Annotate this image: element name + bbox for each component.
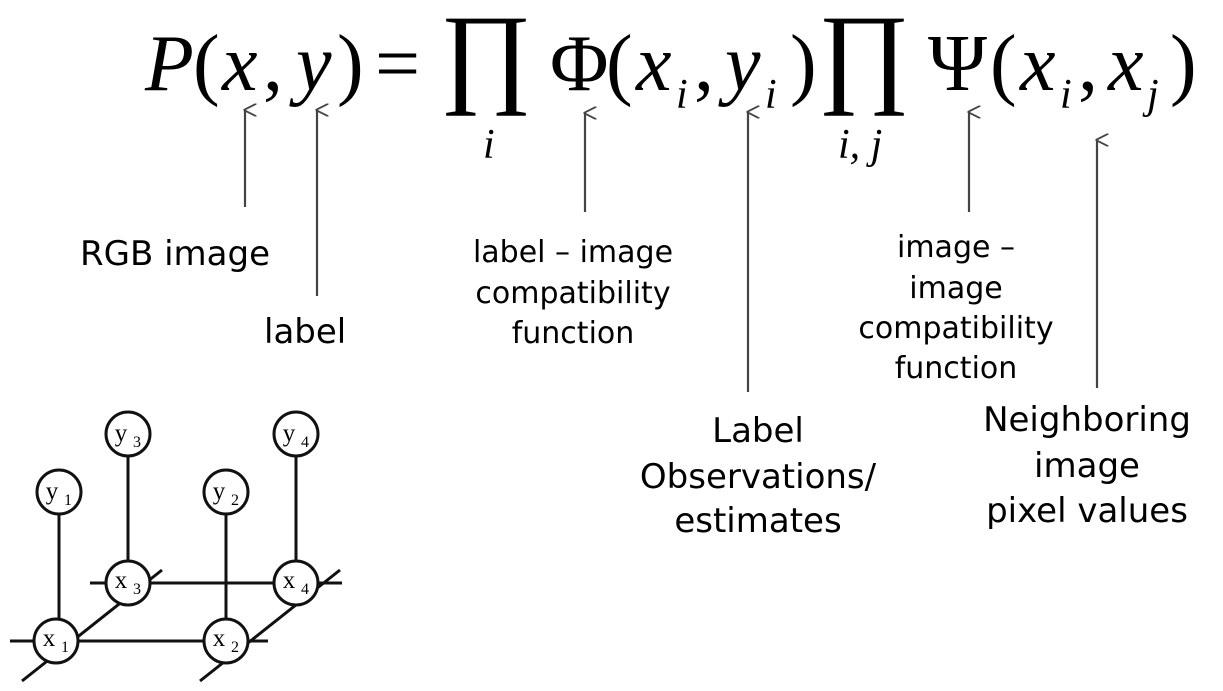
product-symbol-2: ∏ xyxy=(818,0,910,117)
annotation-line: image xyxy=(909,271,1002,306)
annotation-label-image-compat: label – image compatibility function xyxy=(473,235,673,351)
node-var: y xyxy=(46,478,59,505)
annotation-line: image – xyxy=(897,230,1015,265)
annotation-line: Label xyxy=(712,411,804,451)
equation: P ( x , y ) = ∏ i Φ ( x i , y i ) ∏ i, j… xyxy=(144,0,1197,168)
node-sub: 1 xyxy=(61,639,69,656)
graph-node-y2: y 2 xyxy=(202,468,250,516)
psi-arg-x2-sub: j xyxy=(1142,72,1159,118)
node-sub: 4 xyxy=(301,434,309,451)
annotation-line: Neighboring xyxy=(983,400,1191,440)
annotation-image-image-compat: image – image compatibility function xyxy=(858,230,1053,386)
annotation-line: label – image xyxy=(473,235,673,270)
psi-close-paren: ) xyxy=(1170,20,1197,108)
annotation-labels: RGB image label label – image compatibil… xyxy=(80,230,1191,541)
node-var: y xyxy=(283,420,296,447)
node-var: x xyxy=(43,625,56,652)
phi-open-paren: ( xyxy=(606,20,633,108)
annotation-line: image xyxy=(1034,446,1140,486)
node-sub: 4 xyxy=(301,581,309,598)
graph-node-y3: y 3 xyxy=(104,410,152,458)
annotation-line: compatibility xyxy=(475,276,670,311)
annotation-label: label xyxy=(264,312,346,352)
phi-symbol: Φ xyxy=(550,20,608,108)
psi-symbol: Ψ xyxy=(928,20,987,108)
lhs-comma: , xyxy=(263,20,283,108)
mrf-nodes: y 3 y 4 y 1 y 2 x 3 x 4 x xyxy=(32,410,320,665)
graph-node-x2: x 2 xyxy=(202,617,250,665)
psi-arg-x2: x xyxy=(1107,20,1144,108)
product-symbol-1: ∏ xyxy=(440,0,532,117)
lhs-open-paren: ( xyxy=(193,20,220,108)
node-sub: 2 xyxy=(231,639,239,656)
graph-node-y4: y 4 xyxy=(272,410,320,458)
node-sub: 1 xyxy=(64,492,72,509)
node-var: y xyxy=(213,478,226,505)
psi-comma: , xyxy=(1078,20,1098,108)
annotation-label-observations: Label Observations/ estimates xyxy=(640,411,877,541)
lhs-function: P xyxy=(144,20,194,108)
annotation-rgb-image: RGB image xyxy=(80,234,270,274)
phi-arg-y: y xyxy=(718,20,761,108)
psi-arg-x-sub: i xyxy=(1060,72,1072,118)
node-sub: 2 xyxy=(231,492,239,509)
node-var: x xyxy=(283,567,296,594)
graph-node-x3: x 3 xyxy=(104,559,152,607)
psi-open-paren: ( xyxy=(990,20,1017,108)
annotation-line: estimates xyxy=(674,501,841,541)
lhs-arg-x: x xyxy=(221,20,258,108)
graph-node-x1: x 1 xyxy=(32,617,80,665)
lhs-arg-y: y xyxy=(289,20,332,108)
node-var: x xyxy=(213,625,226,652)
annotation-arrows xyxy=(245,110,1097,392)
lhs-close-paren: ) xyxy=(337,20,364,108)
annotation-line: function xyxy=(512,316,635,351)
annotation-line: compatibility xyxy=(858,311,1053,346)
node-sub: 3 xyxy=(133,581,141,598)
annotation-line: function xyxy=(895,351,1018,386)
annotation-line: Observations/ xyxy=(640,457,877,497)
product-1-index: i xyxy=(483,122,495,168)
graph-node-y1: y 1 xyxy=(35,468,83,516)
node-sub: 3 xyxy=(133,434,141,451)
product-2-index: i, j xyxy=(838,122,882,168)
annotation-neighboring-pixels: Neighboring image pixel values xyxy=(983,400,1191,531)
phi-arg-y-sub: i xyxy=(765,72,777,118)
graph-node-x4: x 4 xyxy=(272,559,320,607)
phi-arg-x: x xyxy=(635,20,672,108)
phi-arg-x-sub: i xyxy=(676,72,688,118)
annotation-line: pixel values xyxy=(986,491,1188,531)
phi-close-paren: ) xyxy=(790,20,817,108)
equals-sign: = xyxy=(375,20,420,108)
node-var: x xyxy=(115,567,128,594)
node-var: y xyxy=(115,420,128,447)
psi-arg-x: x xyxy=(1019,20,1056,108)
phi-comma: , xyxy=(694,20,714,108)
